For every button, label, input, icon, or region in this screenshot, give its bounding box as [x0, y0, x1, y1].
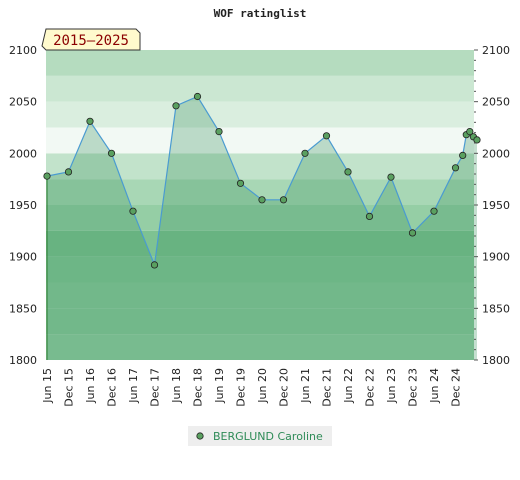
- y-tick-left-1900: 1900: [9, 251, 37, 264]
- data-point-3: [107, 149, 116, 157]
- rating-area: [47, 96, 477, 360]
- x-tick-13: Dec 21: [321, 368, 334, 407]
- legend: BERGLUND Caroline: [188, 426, 332, 446]
- x-tick-10: Jun 20: [256, 368, 269, 404]
- data-point-15: [365, 212, 374, 220]
- x-tick-2: Jun 16: [84, 368, 97, 404]
- x-tick-19: Dec 24: [450, 368, 463, 407]
- x-tick-15: Dec 22: [364, 368, 377, 407]
- data-points: [43, 92, 481, 269]
- data-point-17: [408, 229, 417, 237]
- band-1800: [46, 334, 474, 360]
- data-point-1: [64, 168, 73, 176]
- data-point-13: [322, 132, 331, 140]
- data-point-7: [193, 92, 202, 101]
- x-tick-1: Dec 15: [63, 368, 76, 407]
- x-tick-3: Dec 16: [106, 368, 119, 407]
- x-tick-5: Dec 17: [149, 368, 162, 407]
- y-tick-right-1850: 1850: [482, 302, 510, 315]
- data-point-4: [129, 207, 137, 215]
- left-y-axis: 1800 1850 1900 1950 2000 2050 2100: [9, 44, 37, 367]
- background-bands: [46, 50, 474, 360]
- y-tick-right-1900: 1900: [482, 251, 510, 264]
- band-1900: [46, 230, 474, 257]
- right-axis-minor-ticks: [474, 49, 478, 361]
- period-badge-text: 2015–2025: [53, 33, 129, 49]
- data-point-18: [430, 207, 438, 215]
- y-tick-right-2050: 2050: [482, 96, 510, 109]
- x-tick-8: Jun 19: [213, 368, 226, 404]
- data-point-20: [459, 151, 467, 159]
- band-2025: [46, 101, 474, 128]
- data-point-6: [172, 102, 180, 110]
- chart-title: WOF ratinglist: [214, 7, 307, 20]
- x-tick-12: Jun 21: [299, 368, 312, 404]
- y-tick-left-1950: 1950: [9, 199, 37, 212]
- y-tick-left-1850: 1850: [9, 302, 37, 315]
- data-point-22: [466, 128, 474, 136]
- y-tick-right-2000: 2000: [482, 147, 510, 160]
- data-point-8: [215, 128, 223, 136]
- data-point-5: [150, 261, 159, 269]
- band-1925: [46, 205, 474, 231]
- y-tick-left-2050: 2050: [9, 96, 37, 109]
- data-point-16: [387, 173, 395, 181]
- y-tick-right-2100: 2100: [482, 44, 510, 57]
- data-point-11: [279, 196, 288, 204]
- band-2075: [46, 50, 474, 76]
- band-1875: [46, 256, 474, 283]
- data-point-24: [473, 136, 481, 144]
- band-2000: [46, 127, 474, 154]
- y-tick-left-2100: 2100: [9, 44, 37, 57]
- x-tick-14: Jun 22: [342, 368, 355, 404]
- legend-label: BERGLUND Caroline: [213, 430, 323, 443]
- band-1975: [46, 153, 474, 180]
- x-tick-16: Jun 23: [385, 368, 398, 404]
- data-point-0: [43, 172, 51, 180]
- data-point-14: [344, 168, 352, 176]
- data-point-19: [451, 164, 460, 172]
- y-tick-right-1950: 1950: [482, 199, 510, 212]
- x-tick-9: Dec 19: [235, 368, 248, 407]
- band-1850: [46, 282, 474, 309]
- y-tick-left-1800: 1800: [9, 354, 37, 367]
- period-badge: 2015–2025: [41, 28, 141, 51]
- y-tick-left-2000: 2000: [9, 147, 37, 160]
- legend-marker: [196, 432, 204, 440]
- right-y-axis: 1800 1850 1900 1950 2000 2050 2100: [482, 44, 510, 367]
- x-tick-11: Dec 20: [278, 368, 291, 407]
- data-point-10: [258, 196, 266, 204]
- data-point-12: [301, 149, 309, 157]
- x-tick-17: Dec 23: [407, 368, 420, 407]
- y-tick-right-1800: 1800: [482, 354, 510, 367]
- x-axis: Jun 15 Dec 15 Jun 16 Dec 16 Jun 17 Dec 17 Jun …: [41, 368, 463, 407]
- data-point-9: [236, 179, 245, 187]
- x-tick-7: Dec 18: [192, 368, 205, 407]
- x-tick-6: Jun 18: [170, 368, 183, 404]
- band-1825: [46, 308, 474, 335]
- data-point-2: [86, 117, 94, 125]
- x-tick-18: Jun 24: [428, 368, 441, 404]
- x-tick-0: Jun 15: [41, 368, 54, 404]
- x-tick-4: Jun 17: [127, 368, 140, 404]
- band-2050: [46, 75, 474, 102]
